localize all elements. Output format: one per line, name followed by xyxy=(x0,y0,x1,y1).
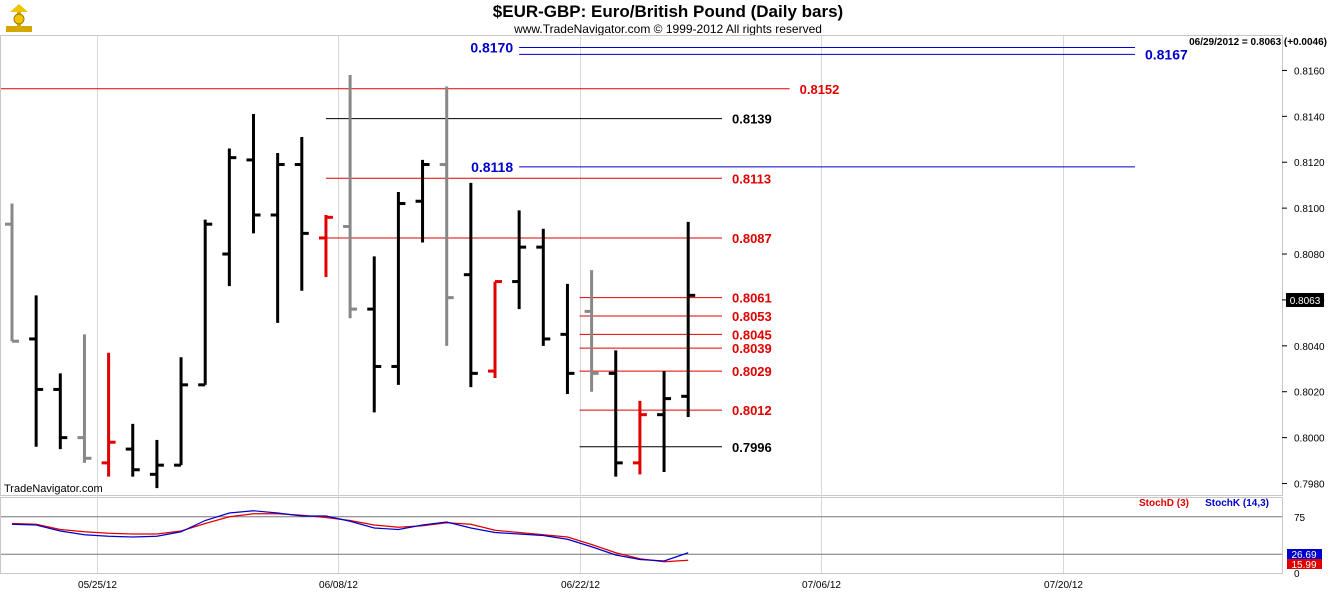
y-tick-label: 0.8120 xyxy=(1294,158,1325,169)
chart-title: $EUR-GBP: Euro/British Pound (Daily bars… xyxy=(492,2,844,21)
watermark-text: TradeNavigator.com xyxy=(4,483,103,495)
level-label: 0.8087 xyxy=(732,231,772,246)
level-label: 0.8118 xyxy=(471,159,513,175)
stoch-series-line xyxy=(11,510,689,562)
level-label: 0.8170 xyxy=(470,39,513,55)
level-label: 0.8045 xyxy=(732,327,772,342)
stoch-last-value-box xyxy=(1287,549,1322,559)
y-tick-label: 0.8160 xyxy=(1294,66,1325,77)
stochastic-panel-frame xyxy=(0,497,1283,574)
stoch-tick-label: 75 xyxy=(1294,513,1306,524)
stoch-last-value-label: 26.69 xyxy=(1291,550,1316,561)
stoch-tick-label: 0 xyxy=(1294,569,1300,580)
y-tick-label: 0.8020 xyxy=(1294,388,1325,399)
price-panel-frame xyxy=(0,35,1283,496)
level-label: 0.8053 xyxy=(732,309,772,324)
level-label: 0.7996 xyxy=(732,440,772,455)
stoch-last-value-label: 15.99 xyxy=(1291,560,1316,571)
y-tick-label: 0.8000 xyxy=(1294,434,1325,445)
y-tick-label: 0.7980 xyxy=(1294,480,1325,491)
y-tick-label: 0.8100 xyxy=(1294,204,1325,215)
level-label: 0.8039 xyxy=(732,341,772,356)
x-tick-label: 05/25/12 xyxy=(78,580,117,591)
level-label: 0.8113 xyxy=(732,171,771,186)
y-tick-label: 0.8140 xyxy=(1294,112,1325,123)
level-label: 0.8012 xyxy=(732,403,772,418)
level-label: 0.8029 xyxy=(732,364,772,379)
legend-stochk: StochK (14,3) xyxy=(1205,498,1269,509)
legend-stochd: StochD (3) xyxy=(1139,498,1189,509)
last-price-box xyxy=(1286,293,1324,307)
quote-readout: 06/29/2012 = 0.8063 (+0.0046) xyxy=(1189,37,1327,48)
stoch-series-line xyxy=(11,513,689,563)
level-label: 0.8152 xyxy=(800,82,840,97)
y-tick-label: 0.8080 xyxy=(1294,250,1325,261)
copyright-text: www.TradeNavigator.com © 1999-2012 All r… xyxy=(514,22,822,36)
x-tick-label: 06/22/12 xyxy=(561,580,600,591)
x-tick-label: 06/08/12 xyxy=(319,580,358,591)
x-tick-label: 07/20/12 xyxy=(1044,580,1083,591)
last-price-label: 0.8063 xyxy=(1290,296,1321,307)
y-tick-label: 0.8040 xyxy=(1294,342,1325,353)
x-tick-label: 07/06/12 xyxy=(802,580,841,591)
stoch-last-value-box xyxy=(1287,559,1322,569)
trade-navigator-logo-icon xyxy=(6,4,32,32)
level-label: 0.8167 xyxy=(1145,46,1188,62)
level-label: 0.8139 xyxy=(732,112,772,127)
level-label: 0.8061 xyxy=(732,291,772,306)
